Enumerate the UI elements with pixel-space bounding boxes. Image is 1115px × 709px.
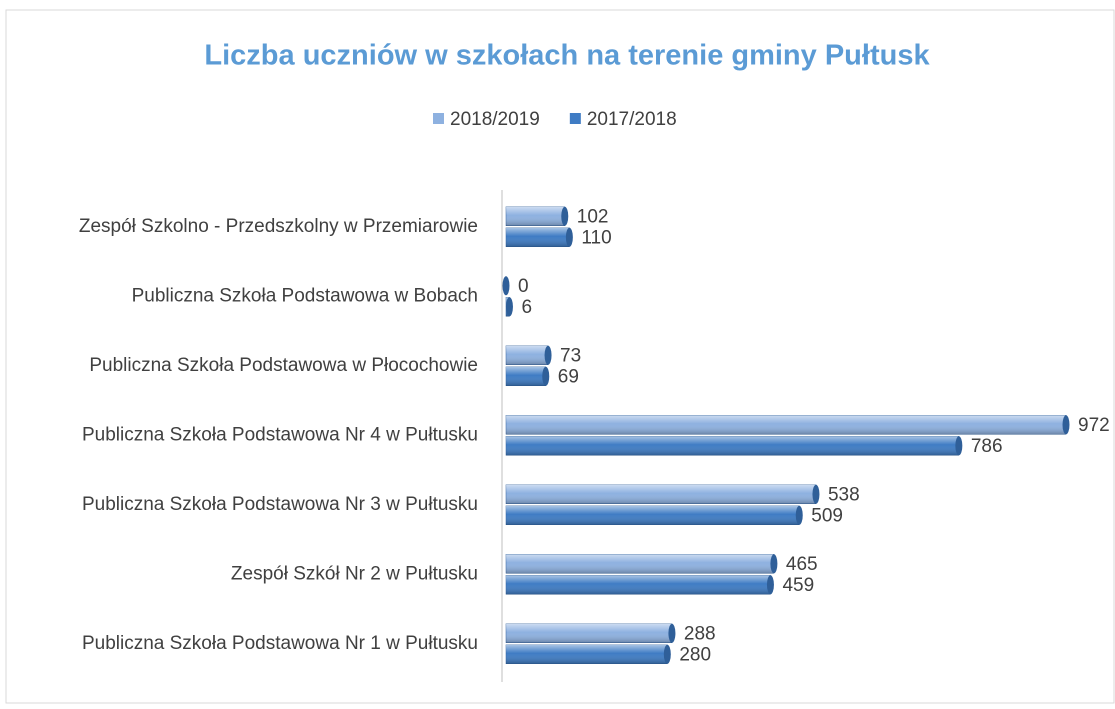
bar-cap (770, 554, 778, 574)
data-label: 465 (786, 554, 818, 575)
data-label: 288 (684, 623, 716, 644)
bar-cap (795, 505, 803, 525)
bar-shade (506, 227, 570, 247)
bar-cap (505, 297, 513, 317)
bar-cap (544, 345, 552, 365)
bar-cap (955, 436, 963, 456)
bar-shade (506, 415, 1066, 435)
legend-label: 2018/2019 (450, 109, 540, 130)
y-tick-label: Publiczna Szkoła Podstawowa Nr 1 w Pułtu… (82, 633, 478, 654)
legend-label: 2017/2018 (587, 109, 677, 130)
bar-shade (506, 575, 771, 595)
data-label: 972 (1078, 415, 1110, 436)
data-label: 0 (518, 276, 529, 297)
bar-shade (506, 436, 959, 456)
bar-cap (663, 644, 671, 664)
data-label: 110 (581, 227, 611, 248)
bar-shade (506, 554, 774, 574)
bar-shade (506, 644, 668, 664)
data-label: 6 (521, 297, 532, 318)
data-label: 73 (560, 345, 581, 366)
y-tick-label: Zespół Szkolno - Przedszkolny w Przemiar… (79, 216, 478, 237)
bar-cap (668, 623, 676, 643)
bar-shade (506, 206, 565, 226)
data-label: 509 (811, 505, 843, 526)
legend-swatch (569, 113, 581, 124)
data-label: 459 (782, 575, 814, 596)
bar-shade (506, 505, 800, 525)
bar-shade (506, 345, 549, 365)
y-tick-label: Publiczna Szkoła Podstawowa w Płocochowi… (89, 355, 478, 376)
data-label: 538 (828, 484, 860, 505)
bar-cap (812, 484, 820, 504)
bar-shade (506, 366, 546, 386)
bar-cap (542, 366, 550, 386)
legend-swatch (433, 113, 444, 124)
bar-cap (1062, 415, 1070, 435)
y-tick-label: Publiczna Szkoła Podstawowa Nr 3 w Pułtu… (82, 494, 478, 515)
bar-cap (502, 276, 510, 296)
bar-cap (766, 575, 774, 595)
bar-shade (506, 484, 816, 504)
chart-title: Liczba uczniów w szkołach na terenie gmi… (204, 40, 930, 72)
bar-shade (506, 623, 672, 643)
data-label: 69 (558, 366, 579, 387)
y-tick-label: Zespół Szkół Nr 2 w Pułtusku (231, 563, 478, 584)
bar-cap (565, 227, 573, 247)
data-label: 786 (971, 436, 1003, 457)
y-tick-label: Publiczna Szkoła Podstawowa w Bobach (132, 285, 478, 306)
data-label: 280 (679, 644, 711, 665)
y-tick-label: Publiczna Szkoła Podstawowa Nr 4 w Pułtu… (82, 424, 478, 445)
data-label: 102 (577, 206, 609, 227)
bar-cap (561, 206, 569, 226)
